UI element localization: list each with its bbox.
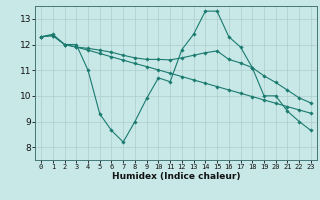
X-axis label: Humidex (Indice chaleur): Humidex (Indice chaleur) <box>112 172 240 181</box>
